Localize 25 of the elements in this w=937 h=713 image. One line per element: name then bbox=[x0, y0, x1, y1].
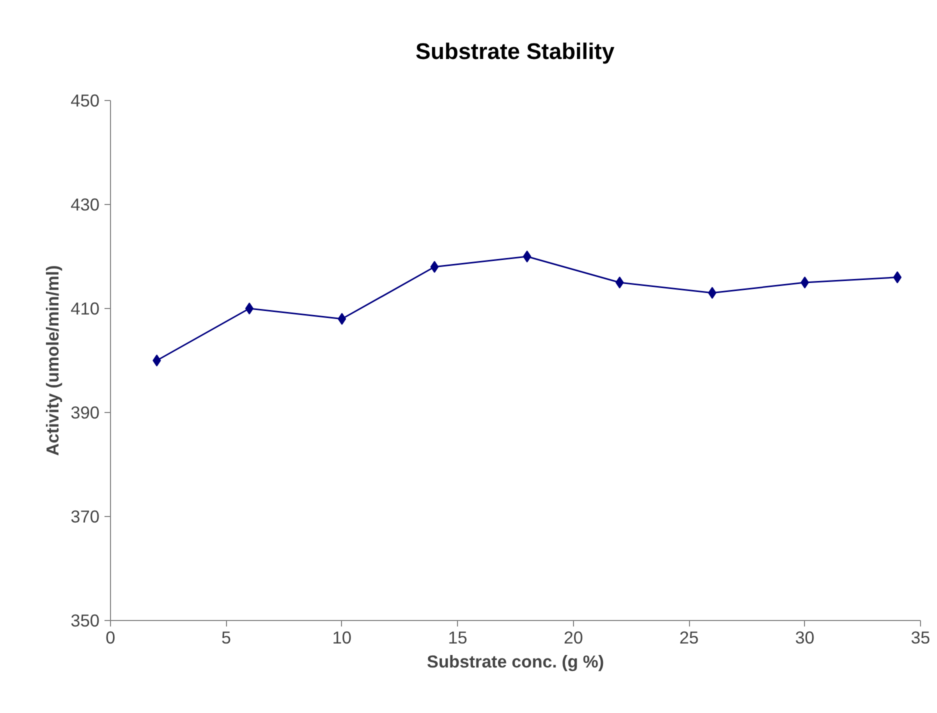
x-tick-label: 20 bbox=[564, 628, 583, 648]
y-tick-label: 350 bbox=[70, 610, 100, 630]
point bbox=[430, 260, 439, 273]
x-tick-label: 25 bbox=[679, 628, 699, 648]
y-tick-label: 390 bbox=[70, 402, 100, 422]
x-tick-label: 30 bbox=[795, 628, 814, 648]
point bbox=[152, 354, 161, 366]
point bbox=[522, 250, 532, 262]
y-axis-title: Activity (umole/min/ml) bbox=[42, 265, 63, 456]
x-axis-title: Substrate conc. (g %) bbox=[426, 652, 604, 672]
point bbox=[338, 312, 346, 325]
point bbox=[893, 271, 902, 284]
point bbox=[615, 276, 624, 288]
x-tick-label: 0 bbox=[106, 628, 116, 648]
y-tick-label: 410 bbox=[70, 298, 100, 318]
x-tick-label: 35 bbox=[910, 628, 930, 648]
point bbox=[800, 276, 809, 288]
point bbox=[245, 302, 254, 314]
y-tick-label: 370 bbox=[70, 506, 100, 526]
x-tick-label: 15 bbox=[448, 628, 468, 648]
y-tick-label: 450 bbox=[70, 90, 100, 110]
chart-title: Substrate Stability bbox=[416, 37, 614, 66]
x-tick-label: 10 bbox=[332, 628, 352, 648]
y-tick-label: 430 bbox=[70, 194, 100, 214]
x-tick-label: 5 bbox=[221, 628, 232, 648]
